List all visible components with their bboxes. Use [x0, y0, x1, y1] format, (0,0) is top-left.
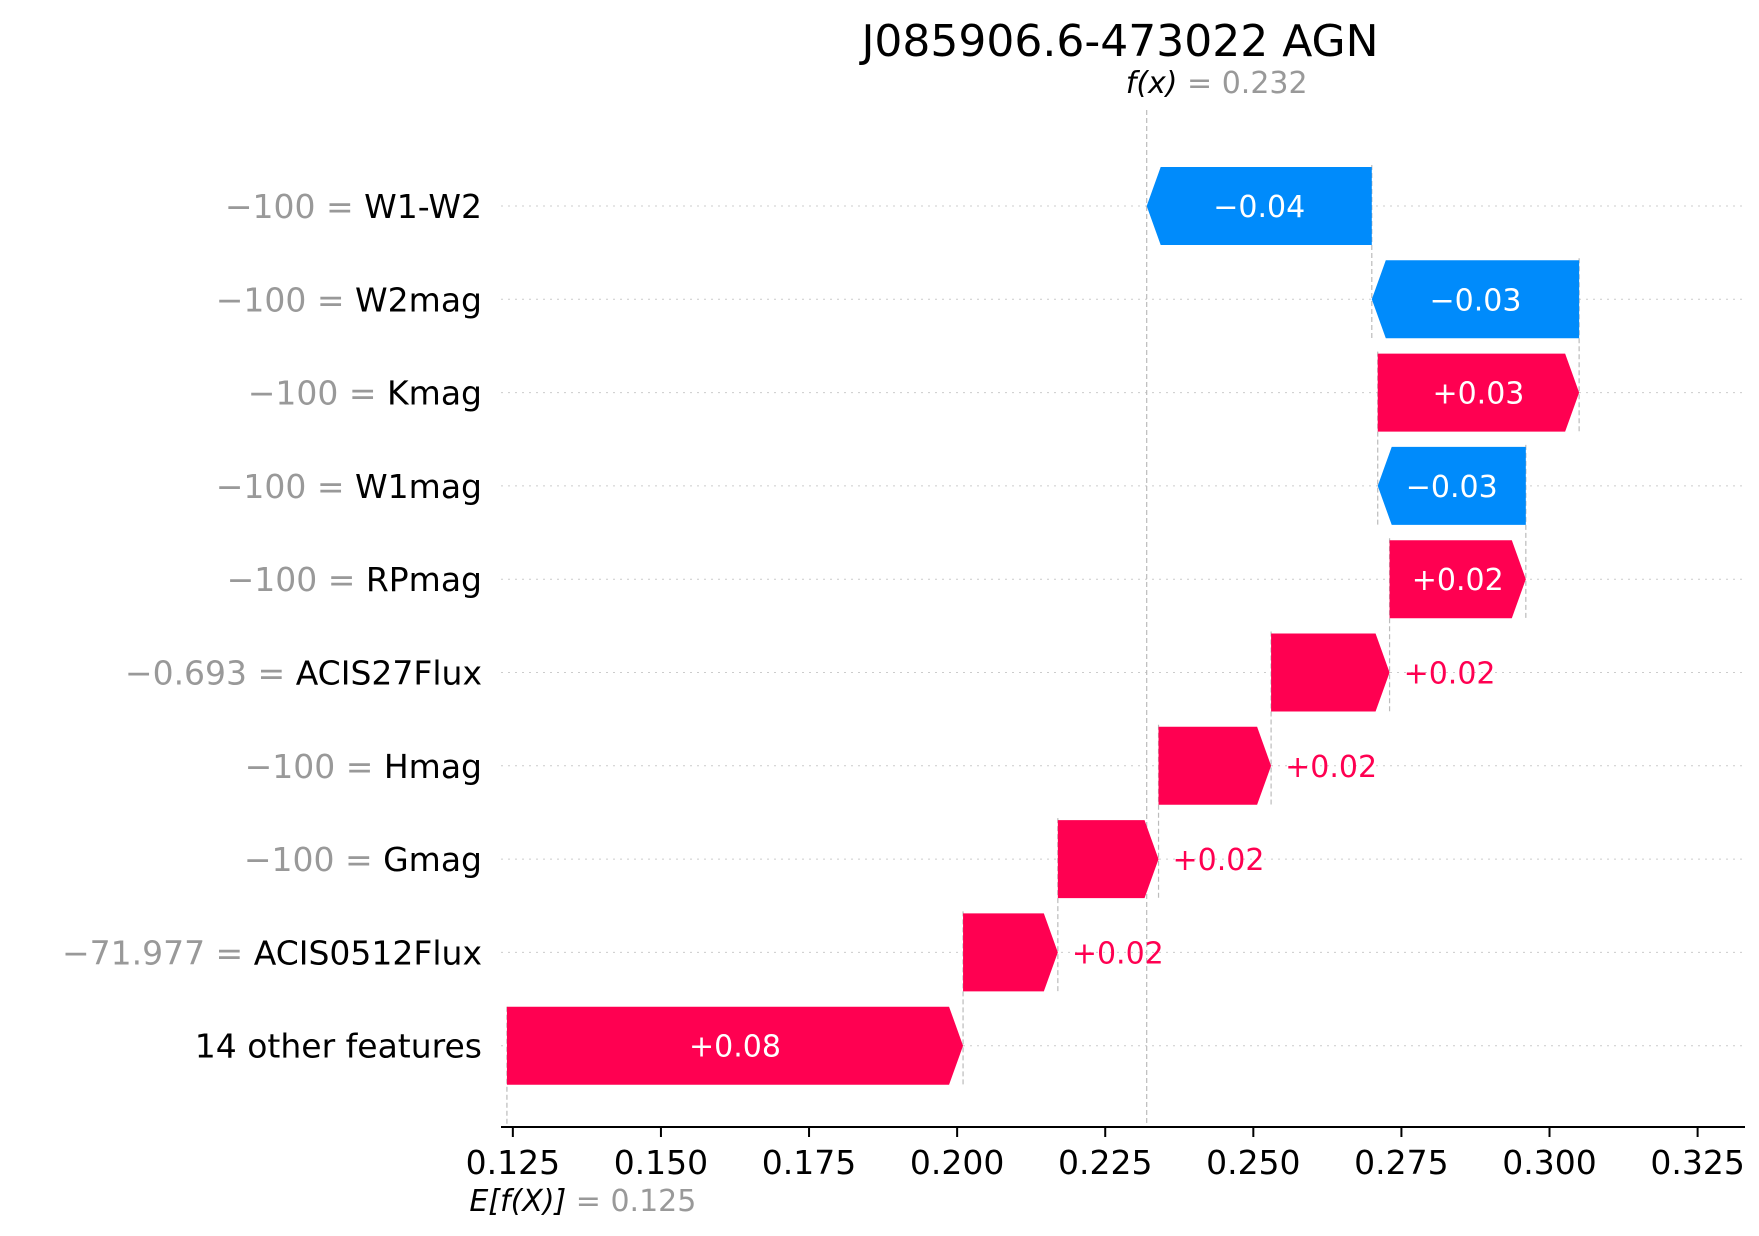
x-tick-label: 0.250 [1206, 1143, 1300, 1182]
fx-name: f(x) [1126, 66, 1178, 101]
bar [1271, 633, 1390, 712]
feature-labels: −100 = W1-W2−100 = W2mag−100 = Kmag−100 … [62, 187, 482, 1066]
bar [1371, 260, 1580, 339]
feature-name: W1mag [355, 467, 482, 506]
feature-label: −100 = Hmag [245, 747, 482, 786]
feature-name: ACIS0512Flux [254, 933, 482, 972]
x-tick-label: 0.225 [1058, 1143, 1152, 1182]
feature-value: −100 = [216, 280, 355, 319]
bar-value-label: +0.02 [1404, 657, 1496, 692]
bar [1377, 446, 1526, 525]
bar [1057, 820, 1159, 899]
feature-value: −100 = [248, 374, 387, 413]
bar [1377, 353, 1580, 432]
bar-value-label: +0.02 [1412, 563, 1504, 598]
bar-value-label: +0.02 [1072, 936, 1164, 971]
bar [1389, 540, 1526, 619]
bars: −0.04 −0.03 +0.03 −0.03 +0.02 +0.02 +0.02 +0.02… [506, 167, 1580, 1085]
fx-value: = 0.232 [1178, 66, 1308, 101]
feature-value: −100 = [244, 840, 383, 879]
x-tick-label: 0.150 [614, 1143, 708, 1182]
x-tick-label: 0.325 [1650, 1143, 1744, 1182]
feature-label: −100 = W1mag [216, 467, 482, 506]
feature-value: −71.977 = [62, 933, 254, 972]
feature-label: −100 = Gmag [244, 840, 482, 879]
bar [1146, 167, 1372, 245]
feature-label: −100 = W1-W2 [225, 187, 482, 226]
feature-name: Kmag [387, 374, 482, 413]
bar [1158, 726, 1272, 805]
ex-value: = 0.125 [566, 1184, 696, 1219]
bar-value-label: +0.02 [1285, 750, 1377, 785]
bar-value-label: −0.03 [1406, 470, 1498, 505]
x-tick-label: 0.125 [466, 1143, 560, 1182]
feature-name: W1-W2 [364, 187, 482, 226]
bar-value-label: +0.02 [1173, 843, 1265, 878]
feature-value: −100 = [227, 560, 366, 599]
feature-label: −100 = Kmag [248, 374, 482, 413]
feature-value: −100 = [216, 467, 355, 506]
feature-label: −71.977 = ACIS0512Flux [62, 933, 482, 972]
feature-name: ACIS27Flux [296, 654, 482, 693]
feature-label: −0.693 = ACIS27Flux [125, 654, 482, 693]
bar [963, 913, 1058, 992]
x-tick-label: 0.300 [1502, 1143, 1596, 1182]
feature-name: Hmag [384, 747, 482, 786]
x-tick-label: 0.275 [1354, 1143, 1448, 1182]
chart-title: J085906.6-473022 AGN [858, 16, 1378, 67]
feature-label: 14 other features [195, 1027, 482, 1066]
feature-value: −0.693 = [125, 654, 296, 693]
feature-name: W2mag [355, 280, 482, 319]
feature-name: Gmag [383, 840, 482, 879]
fx-annotation: f(x) = 0.232 [1126, 66, 1308, 101]
feature-label: −100 = W2mag [216, 280, 482, 319]
bar-value-label: −0.04 [1213, 190, 1305, 225]
feature-name: 14 other features [195, 1027, 482, 1066]
x-tick-label: 0.175 [762, 1143, 856, 1182]
feature-value: −100 = [225, 187, 364, 226]
feature-name: RPmag [366, 560, 482, 599]
expected-value-annotation: E[f(X)] = 0.125 [469, 1184, 696, 1219]
bar-value-label: +0.08 [689, 1030, 781, 1065]
bar [506, 1006, 964, 1085]
ex-name: E[f(X)] [469, 1184, 566, 1219]
feature-label: −100 = RPmag [227, 560, 482, 599]
x-axis: 0.125 0.150 0.175 0.200 0.225 0.250 0.275 0.300… [466, 1126, 1745, 1182]
x-tick-label: 0.200 [910, 1143, 1004, 1182]
bar-value-label: +0.03 [1432, 377, 1524, 412]
feature-value: −100 = [245, 747, 384, 786]
bar-value-label: −0.03 [1429, 283, 1521, 318]
